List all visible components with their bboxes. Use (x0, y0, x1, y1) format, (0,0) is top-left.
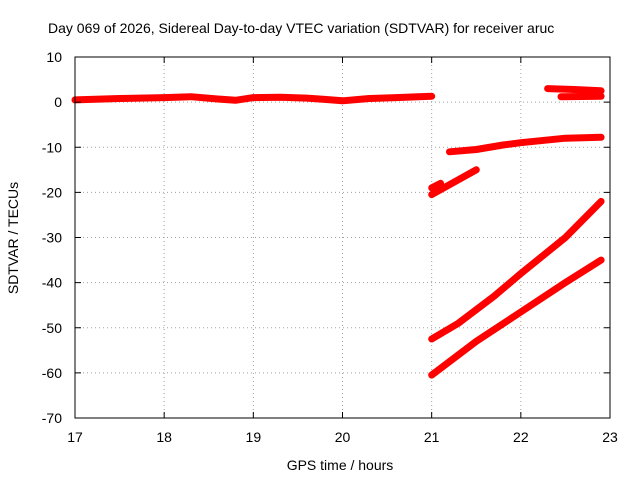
y-tick-label: 10 (46, 49, 62, 65)
x-tick-label: 18 (156, 429, 172, 445)
x-axis-label: GPS time / hours (287, 457, 394, 473)
x-tick-label: 19 (246, 429, 262, 445)
y-tick-label: -40 (42, 275, 62, 291)
x-tick-label: 21 (424, 429, 440, 445)
series-line-3 (548, 89, 602, 91)
y-tick-label: -20 (42, 184, 62, 200)
y-tick-label: 0 (54, 94, 62, 110)
y-tick-label: -50 (42, 320, 62, 336)
y-tick-label: -30 (42, 230, 62, 246)
ticks: 17 18 19 20 21 22 23 10 0 -10 -20 -30 -40 -50 -60 -70 (42, 49, 618, 445)
series-line-1 (75, 96, 432, 101)
x-tick-label: 23 (602, 429, 618, 445)
y-tick-label: -70 (42, 410, 62, 426)
y-tick-label: -60 (42, 365, 62, 381)
series-line-2 (450, 137, 602, 152)
grid (75, 57, 610, 418)
y-tick-label: -10 (42, 139, 62, 155)
x-tick-label: 22 (513, 429, 529, 445)
x-tick-label: 20 (335, 429, 351, 445)
chart-title: Day 069 of 2026, Sidereal Day-to-day VTE… (48, 20, 554, 36)
series-layer (75, 89, 601, 376)
y-axis-label: SDTVAR / TECUs (5, 182, 21, 294)
x-tick-label: 17 (67, 429, 83, 445)
